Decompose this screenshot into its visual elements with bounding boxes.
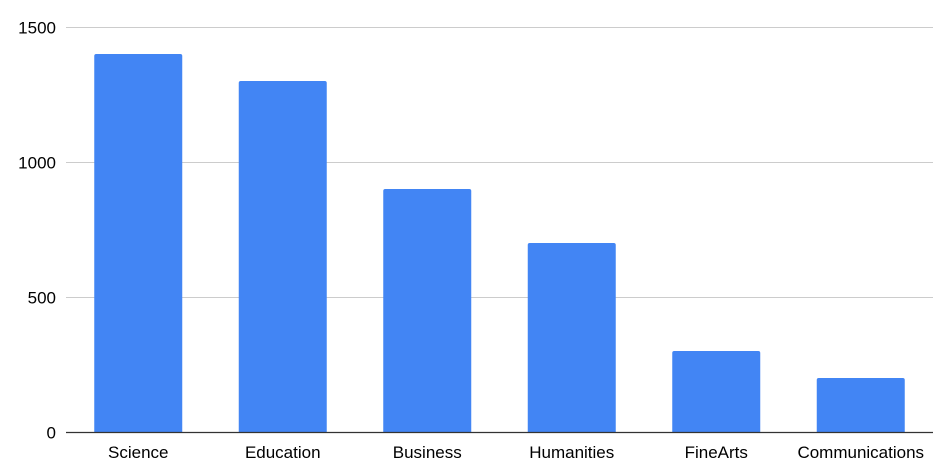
y-axis-tick-labels: 0 500 1000 1500	[18, 19, 56, 443]
bar-communications	[816, 378, 905, 432]
bar-education	[238, 81, 327, 432]
y-tick-label: 1000	[18, 154, 56, 173]
bar-finearts	[672, 351, 761, 432]
y-tick-label: 1500	[18, 19, 56, 38]
x-axis-category-labels: Science Education Business Humanities FineAr…	[108, 443, 924, 462]
x-tick-label-finearts: FineArts	[685, 443, 748, 462]
bar-humanities	[527, 243, 616, 432]
gridlines	[66, 27, 933, 298]
bar-business	[383, 189, 472, 432]
bar-science	[94, 54, 183, 432]
x-tick-label-education: Education	[245, 443, 321, 462]
y-tick-label: 500	[28, 289, 56, 308]
x-tick-label-science: Science	[108, 443, 168, 462]
y-tick-label: 0	[47, 424, 56, 443]
bars	[94, 54, 905, 432]
x-tick-label-humanities: Humanities	[529, 443, 614, 462]
x-tick-label-business: Business	[393, 443, 462, 462]
x-tick-label-communications: Communications	[797, 443, 924, 462]
